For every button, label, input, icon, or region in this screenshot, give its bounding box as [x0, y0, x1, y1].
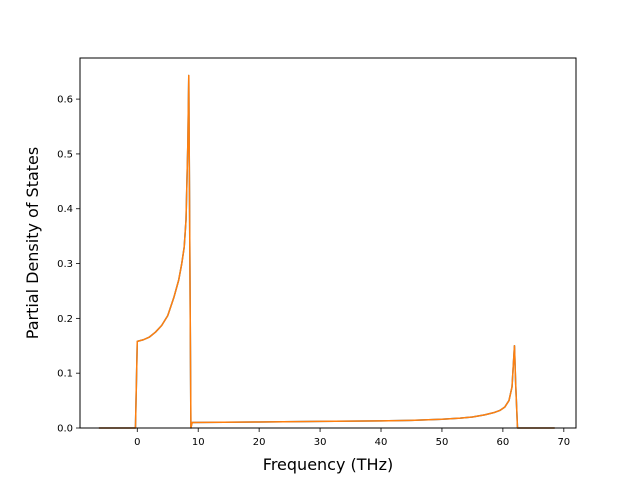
- y-tick-label: 0.3: [57, 259, 73, 270]
- y-tick-label: 0.6: [57, 95, 73, 106]
- series-layer: [98, 74, 555, 429]
- x-axis-label: Frequency (THz): [263, 455, 393, 474]
- y-tick-label: 0.1: [57, 369, 73, 380]
- y-tick-label: 0.5: [57, 149, 73, 160]
- series-line-2: [98, 74, 555, 429]
- x-tick-label: 40: [375, 437, 388, 448]
- x-tick-label: 60: [497, 437, 510, 448]
- plot-frame: [79, 57, 577, 429]
- series-line-1: [98, 74, 555, 429]
- x-tick-label: 20: [253, 437, 266, 448]
- y-tick-label: 0.0: [57, 424, 73, 435]
- x-tick-label: 0: [134, 437, 140, 448]
- x-tick-label: 70: [557, 437, 570, 448]
- y-axis-label: Partial Density of States: [23, 147, 42, 339]
- ticks-layer: 0 10 20 30 40 50 60 70 0.0 0.1 0.2 0.3 0.4 0.5 0.6: [57, 95, 570, 448]
- x-tick-label: 10: [192, 437, 205, 448]
- y-tick-label: 0.2: [57, 314, 73, 325]
- y-tick-label: 0.4: [57, 204, 73, 215]
- x-tick-label: 30: [314, 437, 327, 448]
- x-tick-label: 50: [436, 437, 449, 448]
